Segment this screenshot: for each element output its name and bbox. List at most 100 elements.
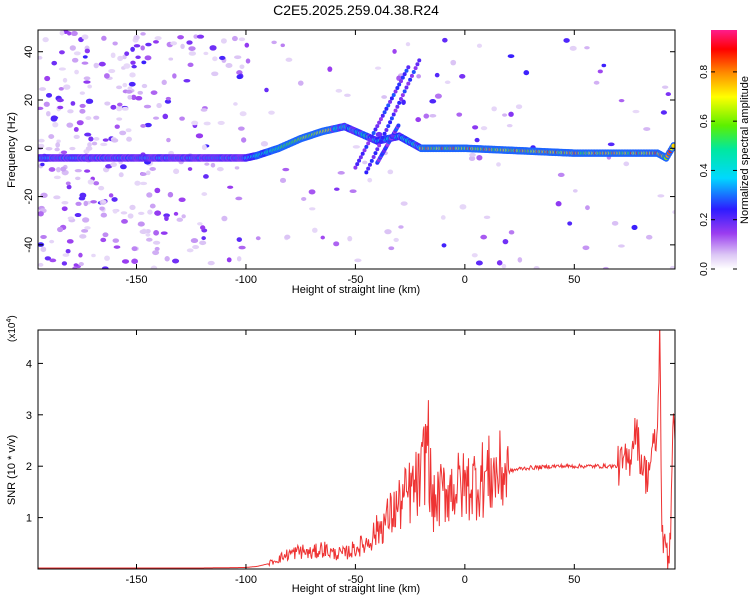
colorbar-tick-label: 0.2: [699, 212, 710, 226]
spectrogram-speckle: [111, 138, 119, 143]
bottom-x-axis-label: Height of straight line (km): [292, 583, 420, 595]
streak-blob: [399, 79, 404, 84]
streak-blob: [377, 143, 382, 148]
spectrogram-speckle: [101, 266, 109, 269]
snr-series-line: [38, 330, 675, 569]
spectrogram-speckle: [374, 66, 382, 70]
streak-blob: [388, 99, 393, 104]
top-x-axis-label: Height of straight line (km): [292, 284, 420, 296]
spectrogram-speckle: [125, 128, 132, 133]
spectrogram-speckle: [173, 168, 180, 175]
spectrogram-speckle: [112, 41, 118, 46]
spectrogram-speckle: [475, 260, 483, 266]
bottom-x-tick-label: -100: [235, 574, 257, 586]
spectrogram-speckle: [469, 152, 476, 157]
spectrogram-speckle: [76, 120, 84, 126]
spectrogram-speckle: [480, 126, 488, 131]
spectrogram-speckle: [101, 200, 107, 204]
spectrogram-speckle: [87, 84, 92, 89]
spectrogram-speckle: [100, 212, 108, 218]
streak-blob: [395, 104, 400, 109]
spectrogram-speckle: [87, 179, 95, 185]
spectrogram-speckle: [59, 50, 65, 55]
spectrogram-speckle: [226, 257, 232, 263]
spectrogram-speckle: [501, 263, 507, 269]
spectrogram-speckle: [102, 232, 109, 238]
spectrogram-speckle: [108, 68, 116, 74]
spectrogram-speckle: [146, 237, 153, 242]
spectrogram-speckle: [75, 176, 81, 181]
streak-blob: [353, 165, 358, 170]
figure-title: C2E5.2025.259.04.38.R24: [273, 2, 439, 18]
spectrogram-speckle: [124, 51, 130, 56]
spectrogram-speckle: [186, 248, 194, 253]
spectrogram-speckle: [74, 169, 82, 173]
streak-blob: [355, 162, 360, 167]
spectrogram-speckle: [623, 161, 630, 167]
streak-blob: [415, 62, 420, 67]
spectrogram-speckle: [672, 210, 675, 215]
spectrogram-speckle: [43, 101, 50, 107]
spectrogram-speckle: [387, 169, 394, 175]
spectrogram-speckle: [118, 172, 124, 178]
spectrogram-speckle: [58, 67, 66, 71]
spectrogram-speckle: [51, 60, 58, 66]
spectrogram-speckle: [127, 94, 132, 100]
spectrogram-speckle: [139, 229, 147, 235]
spectrogram-speckle: [207, 260, 215, 266]
spectrogram-speckle: [54, 147, 60, 152]
spectrogram-speckle: [143, 104, 152, 109]
spectrogram-speckle: [476, 43, 483, 48]
spectrogram-speckle: [140, 124, 147, 128]
spectrogram-speckle: [221, 215, 228, 222]
spectrogram-speckle: [66, 239, 74, 244]
spectrogram-speckle: [400, 201, 408, 206]
spectrogram-speckle: [239, 111, 247, 117]
spectrogram-speckle: [116, 85, 123, 90]
streak-blob: [364, 144, 369, 149]
spectrogram-speckle: [75, 201, 82, 206]
spectrogram-speckle: [123, 63, 131, 69]
spectrogram-speckle: [204, 162, 210, 166]
streak-blob: [409, 73, 414, 78]
streak-blob: [375, 124, 380, 129]
spectrogram-speckle: [162, 113, 169, 120]
spectrogram-speckle: [112, 238, 120, 243]
spectrogram-speckle: [113, 245, 121, 249]
spectrogram-speckle: [312, 227, 318, 233]
spectrogram-speckle: [231, 35, 238, 42]
bottom-y-tick-label: 3: [26, 410, 32, 422]
streak-blob: [400, 93, 405, 98]
spectrogram-speckle: [57, 105, 64, 110]
spectrogram-speckle: [643, 127, 651, 131]
spectrogram-speckle: [145, 232, 151, 237]
streak-blob: [358, 155, 363, 160]
bottom-x-tick-label: 50: [568, 574, 580, 586]
spectrogram-speckle: [444, 80, 451, 85]
streak-blob: [375, 147, 380, 152]
streak-blob: [380, 113, 385, 118]
spectrogram-speckle: [84, 132, 92, 137]
spectrogram-speckle: [297, 80, 304, 86]
streak-blob: [393, 89, 398, 94]
spectrogram-speckle: [234, 55, 242, 60]
spectrogram-speckle: [515, 104, 523, 110]
spectrogram-speckle: [149, 203, 156, 209]
spectrogram-speckle: [480, 234, 488, 240]
streak-blob: [411, 70, 416, 75]
streak-blob: [397, 100, 402, 105]
top-y-tick-label: -40: [23, 237, 35, 253]
streak-blob: [399, 97, 404, 102]
spectrogram-speckle: [137, 221, 145, 227]
spectrogram-speckle: [593, 80, 600, 85]
spectrogram-speckle: [354, 258, 362, 263]
spectrogram-speckle: [83, 200, 89, 207]
spectrogram-speckle: [122, 54, 127, 60]
spectrogram-speckle: [130, 60, 136, 65]
top-y-axis-label: Frequency (Hz): [6, 112, 18, 188]
spectrogram-speckle: [398, 225, 404, 229]
streak-blob: [391, 92, 396, 97]
spectrogram-speckle: [125, 89, 133, 94]
spectrogram-speckle: [129, 204, 136, 211]
spectrogram-speckle: [153, 230, 160, 236]
